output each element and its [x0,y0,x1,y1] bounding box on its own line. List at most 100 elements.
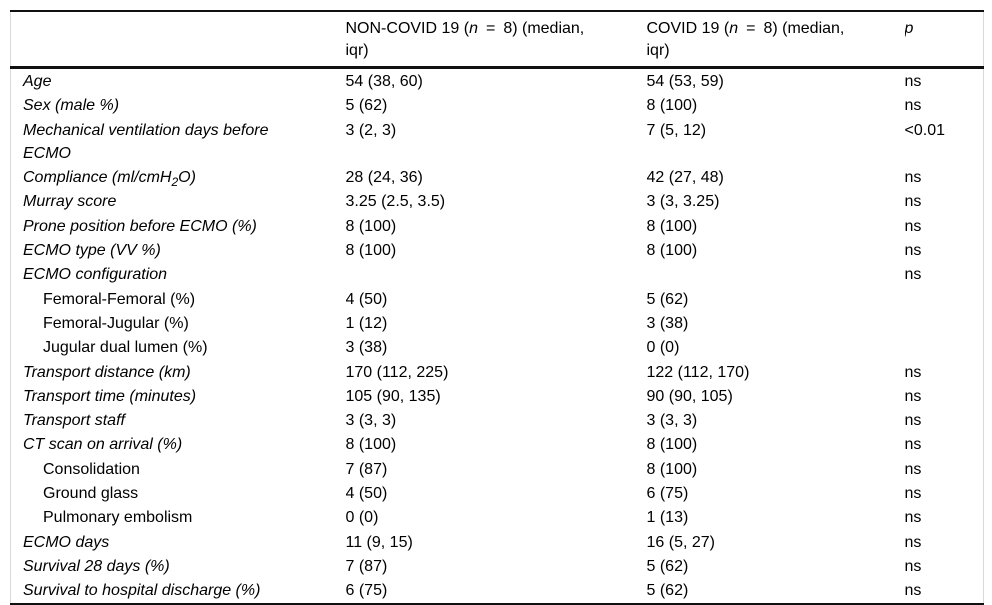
header-noncovid-post: 8) (median, [503,20,585,37]
noncovid-value: 105 (90, 135) [345,387,441,405]
p-value: ns [904,533,922,551]
equals-sign: = [746,20,756,37]
header-covid-pre: COVID 19 ( [646,20,730,37]
covid-value: 42 (27, 48) [646,169,724,187]
p-value: ns [904,97,922,115]
covid-value: 90 (90, 105) [646,387,733,405]
noncovid-value: 28 (24, 36) [345,169,423,187]
noncovid-value: 3 (3, 3) [345,412,397,430]
table-row: Femoral-Femoral (%) 4 (50) 5 (62) [11,287,984,311]
covid-value: 7 (5, 12) [646,121,707,139]
table-row: Compliance (ml/cmH2O) 28 (24, 36) 42 (27, … [11,165,984,189]
table-row: Transport staff 3 (3, 3) 3 (3, 3) ns [11,408,984,432]
n-variable: n [469,20,478,37]
p-value: ns [904,363,922,381]
table-row: Transport time (minutes) 105 (90, 135) 90 … [11,384,984,408]
row-label: Transport time (minutes) [23,387,197,405]
p-variable: p [904,20,914,37]
table-row: Femoral-Jugular (%) 1 (12) 3 (38) [11,311,984,335]
table-row: Murray score 3.25 (2.5, 3.5) 3 (3, 3.25) ns [11,189,984,213]
noncovid-value: 3.25 (2.5, 3.5) [345,193,446,211]
covid-value: 3 (3, 3) [646,412,698,430]
row-label: Transport staff [23,412,125,430]
noncovid-value [346,262,647,286]
p-value: ns [904,460,922,478]
noncovid-value: 1 (12) [345,314,388,332]
table-row: Ground glass 4 (50) 6 (75) ns [11,481,984,505]
table-row: Jugular dual lumen (%) 3 (38) 0 (0) [11,335,984,359]
p-value: ns [904,485,922,503]
covid-value [647,262,905,286]
row-label: Transport distance (km) [23,363,191,381]
p-value: ns [904,193,922,211]
row-label: Consolidation [43,460,140,478]
table-row: ECMO type (VV %) 8 (100) 8 (100) ns [11,238,984,262]
noncovid-value: 5 (62) [345,97,388,115]
p-value: ns [904,509,922,527]
row-label: Age [23,73,52,90]
table-row: CT scan on arrival (%) 8 (100) 8 (100) ns [11,432,984,456]
table-body: Age 54 (38, 60) 54 (53, 59) ns Sex (male %) 5… [11,68,984,604]
table-row: Sex (male %) 5 (62) 8 (100) ns [11,93,984,117]
covid-value: 8 (100) [646,436,698,454]
row-label: ECMO type (VV %) [23,242,161,260]
noncovid-value: 4 (50) [345,485,388,503]
label-pre: Compliance (ml/cmH [23,169,172,187]
covid-value: 3 (3, 3.25) [646,193,720,211]
row-label: Ground glass [43,485,139,503]
noncovid-value: 3 (38) [345,339,388,357]
header-covid-line2: iqr) [646,42,670,59]
row-label: Mechanical ventilation days before ECMO [23,121,269,162]
p-value: ns [904,412,922,430]
label-post: O) [178,169,196,187]
header-empty-cell [11,11,346,68]
covid-value: 5 (62) [646,290,689,308]
covid-value: 3 (38) [646,314,689,332]
noncovid-value: 8 (100) [345,217,397,235]
row-label: Sex (male %) [23,97,120,115]
noncovid-value: 7 (87) [345,460,388,478]
noncovid-value: 54 (38, 60) [345,73,423,90]
header-row: NON-COVID 19 (n = 8) (median, iqr) COVID 1… [10,11,984,68]
row-label: Femoral-Jugular (%) [43,314,189,332]
p-value [905,311,984,335]
p-value: ns [904,557,922,575]
row-label: Survival to hospital discharge (%) [23,582,261,600]
row-label: ECMO days [23,533,110,551]
noncovid-value: 0 (0) [345,509,379,527]
p-value: ns [904,217,922,235]
table-row: Age 54 (38, 60) 54 (53, 59) ns [11,68,984,94]
row-label: Survival 28 days (%) [23,557,170,575]
p-value: ns [904,436,922,454]
table-row: Survival 28 days (%) 7 (87) 5 (62) ns [11,554,984,578]
noncovid-value: 6 (75) [345,582,388,600]
header-covid: COVID 19 (n = 8) (median, iqr) [647,11,905,68]
covid-value: 8 (100) [646,217,698,235]
row-label: Femoral-Femoral (%) [43,290,196,308]
noncovid-value: 3 (2, 3) [345,121,397,139]
covid-value: 0 (0) [646,339,680,357]
header-noncovid-line2: iqr) [345,42,369,59]
header-noncovid: NON-COVID 19 (n = 8) (median, iqr) [346,11,647,68]
row-label: Pulmonary embolism [43,509,193,527]
p-value: ns [904,242,922,260]
covid-value: 6 (75) [646,485,689,503]
p-value: ns [904,582,922,600]
covid-value: 8 (100) [646,97,698,115]
noncovid-value: 170 (112, 225) [345,363,449,381]
header-covid-post: 8) (median, [763,20,845,37]
covid-value: 1 (13) [646,509,689,527]
table-row: Transport distance (km) 170 (112, 225) 122… [11,360,984,384]
header-noncovid-pre: NON-COVID 19 ( [345,20,470,37]
table-row: Pulmonary embolism 0 (0) 1 (13) ns [11,505,984,529]
header-p: p [905,11,984,68]
noncovid-value: 8 (100) [345,242,397,260]
p-value [905,335,984,359]
row-label: Compliance (ml/cmH2O) [11,165,346,189]
row-label: CT scan on arrival (%) [23,436,183,454]
table-row: Consolidation 7 (87) 8 (100) ns [11,457,984,481]
p-value: <0.01 [904,121,945,139]
p-value: ns [904,266,922,284]
noncovid-value: 11 (9, 15) [345,533,413,551]
